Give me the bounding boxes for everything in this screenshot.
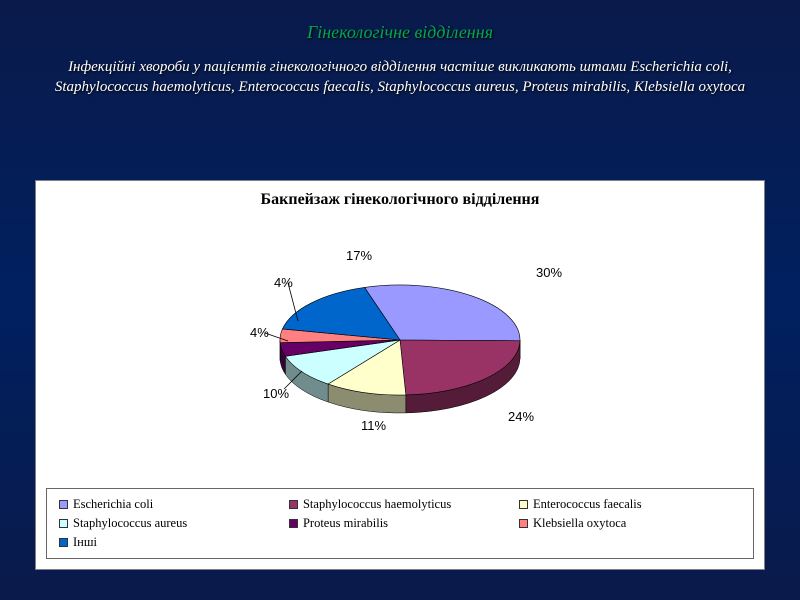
legend-label: Staphylococcus aureus — [73, 516, 187, 531]
legend-label: Klebsiella oxytoca — [533, 516, 626, 531]
data-label: 24% — [508, 409, 534, 424]
slide-subtitle: Інфекційні хвороби у пацієнтів гінеколог… — [40, 57, 760, 98]
pie-area: 30% 24% 11% 10% 4% 4% 17% — [36, 221, 764, 479]
legend-swatch — [59, 538, 68, 547]
legend-label: Proteus mirabilis — [303, 516, 388, 531]
legend-item: Інші — [55, 533, 285, 552]
legend-label: Інші — [73, 535, 97, 550]
legend-swatch — [289, 500, 298, 509]
legend-item: Enterococcus faecalis — [515, 495, 745, 514]
legend-item: Escherichia coli — [55, 495, 285, 514]
data-label: 10% — [263, 386, 289, 401]
data-label: 4% — [250, 325, 269, 340]
chart-title: Бакпейзаж гінекологічного відділення — [36, 181, 764, 213]
pie-chart — [40, 230, 760, 470]
legend: Escherichia coli Staphylococcus haemolyti… — [46, 488, 754, 559]
data-label: 11% — [361, 418, 386, 433]
slide-title: Гінекологічне відділення — [40, 22, 760, 43]
legend-label: Enterococcus faecalis — [533, 497, 642, 512]
legend-swatch — [519, 500, 528, 509]
legend-swatch — [519, 519, 528, 528]
chart-container: Бакпейзаж гінекологічного відділення 30%… — [35, 180, 765, 570]
legend-item: Klebsiella oxytoca — [515, 514, 745, 533]
data-label: 4% — [274, 275, 293, 290]
legend-swatch — [289, 519, 298, 528]
legend-item: Staphylococcus aureus — [55, 514, 285, 533]
legend-item: Proteus mirabilis — [285, 514, 515, 533]
legend-item: Staphylococcus haemolyticus — [285, 495, 515, 514]
legend-label: Staphylococcus haemolyticus — [303, 497, 451, 512]
data-label: 30% — [536, 265, 562, 280]
title-block: Гінекологічне відділення Інфекційні хвор… — [0, 0, 800, 110]
data-label: 17% — [346, 248, 372, 263]
legend-swatch — [59, 500, 68, 509]
legend-swatch — [59, 519, 68, 528]
slide: Гінекологічне відділення Інфекційні хвор… — [0, 0, 800, 600]
legend-label: Escherichia coli — [73, 497, 153, 512]
